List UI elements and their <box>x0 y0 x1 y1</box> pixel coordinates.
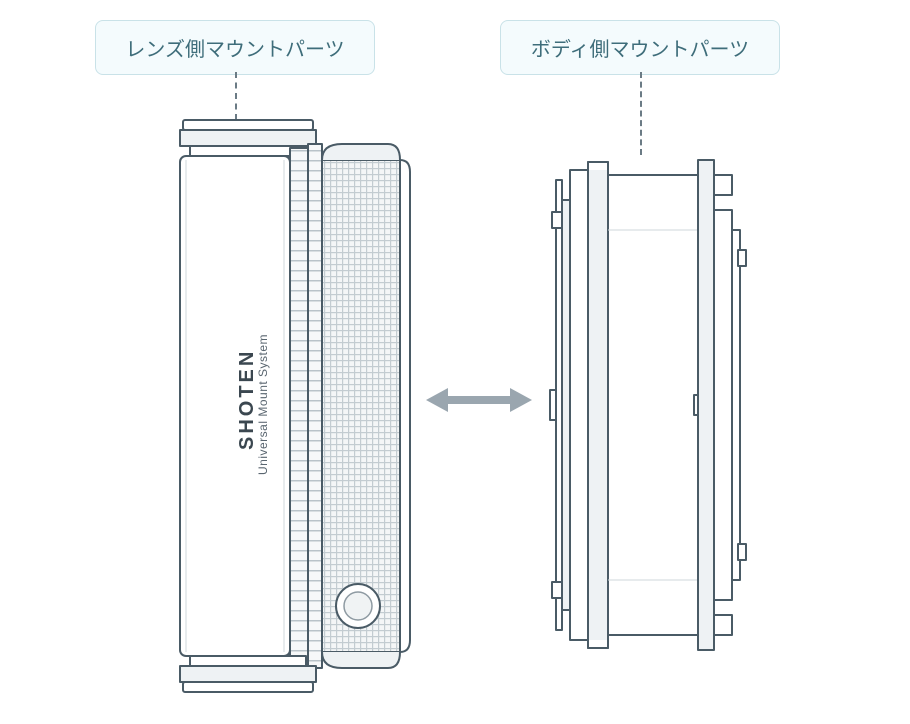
lens-sub-text: Universal Mount System <box>256 334 270 475</box>
parts-diagram <box>0 0 910 724</box>
